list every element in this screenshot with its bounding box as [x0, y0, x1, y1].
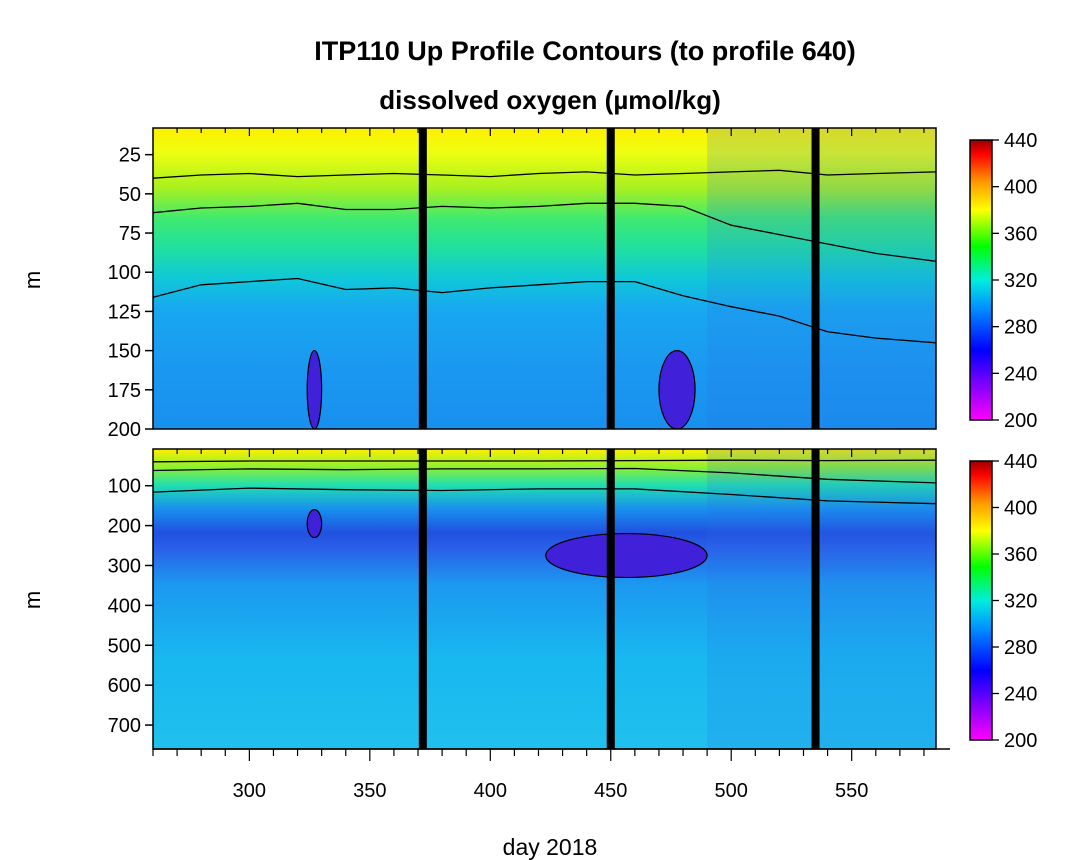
bottom-panel: 100 200 300 400 500 600 700 m 300 350 400 450 500 550 [20, 448, 950, 802]
y-axis-label: m [20, 591, 45, 609]
colorbar-tick-label: 200 [1004, 730, 1037, 752]
top-panel: 25 50 75 100 125 150 175 200 m [20, 127, 937, 441]
contour-line-280 [153, 487, 936, 505]
y-tick-label: 100 [108, 262, 141, 284]
y-tick-label: 200 [108, 419, 141, 441]
y-tick-label: 175 [108, 380, 141, 402]
y-tick-label: 125 [108, 301, 141, 323]
x-tick-label: 500 [715, 780, 748, 802]
y-tick-label: 500 [108, 635, 141, 657]
y-tick-label: 50 [119, 184, 141, 206]
colorbar-tick-label: 360 [1004, 544, 1037, 566]
y-tick-label: 700 [108, 715, 141, 737]
x-tick-label: 550 [835, 780, 868, 802]
colorbar-tick-label: 320 [1004, 591, 1037, 613]
colorbar-tick-label: 400 [1004, 177, 1037, 199]
colorbars: 200 240 280 320 360 400 440 200 240 280 320 360 400 4… [969, 130, 1037, 752]
dark-column [811, 128, 820, 429]
y-tick-label: 300 [108, 555, 141, 577]
dark-column [418, 128, 427, 429]
colorbar-tick-label: 360 [1004, 223, 1037, 245]
colorbar-tick-label: 400 [1004, 498, 1037, 520]
low-oxygen-patch [306, 509, 323, 539]
chart-title: ITP110 Up Profile Contours (to profile 6… [314, 36, 856, 66]
colorbar [969, 460, 993, 741]
dark-column [811, 449, 820, 749]
contour-line-360 [153, 459, 936, 463]
y-tick-label: 200 [108, 516, 141, 538]
x-tick-label: 300 [233, 780, 266, 802]
dark-column [418, 449, 427, 749]
x-tick-label: 450 [594, 780, 627, 802]
contour-line-280 [153, 277, 936, 344]
x-tick-label: 400 [474, 780, 507, 802]
y-tick-label: 75 [119, 223, 141, 245]
dark-column [606, 449, 615, 749]
colorbar-tick-label: 440 [1004, 130, 1037, 152]
dark-column [606, 128, 615, 429]
heatmap-late-region [707, 128, 936, 429]
low-oxygen-patch [545, 532, 708, 579]
chart-subtitle: dissolved oxygen (µmol/kg) [379, 85, 721, 115]
low-oxygen-patch [658, 350, 696, 429]
heatmap-late-region [707, 449, 936, 749]
y-tick-label: 600 [108, 675, 141, 697]
colorbar-tick-label: 280 [1004, 317, 1037, 339]
contour-line-360 [153, 169, 936, 179]
x-tick-label: 350 [353, 780, 386, 802]
y-tick-label: 150 [108, 341, 141, 363]
colorbar-tick-label: 240 [1004, 684, 1037, 706]
colorbar-tick-label: 240 [1004, 363, 1037, 385]
heatmap-field [153, 128, 936, 429]
y-tick-label: 400 [108, 595, 141, 617]
colorbar-tick-label: 440 [1004, 451, 1037, 473]
contour-line-320 [153, 202, 936, 262]
colorbar-tick-label: 280 [1004, 637, 1037, 659]
y-axis-label: m [20, 271, 45, 289]
y-tick-label: 25 [119, 145, 141, 167]
low-oxygen-patch [306, 350, 323, 429]
x-axis-label: day 2018 [503, 834, 598, 860]
panel-frame [152, 127, 937, 430]
colorbar [969, 139, 993, 421]
colorbar-tick-label: 320 [1004, 270, 1037, 292]
y-tick-label: 100 [108, 476, 141, 498]
colorbar-tick-label: 200 [1004, 410, 1037, 432]
contour-line-320 [153, 467, 936, 484]
